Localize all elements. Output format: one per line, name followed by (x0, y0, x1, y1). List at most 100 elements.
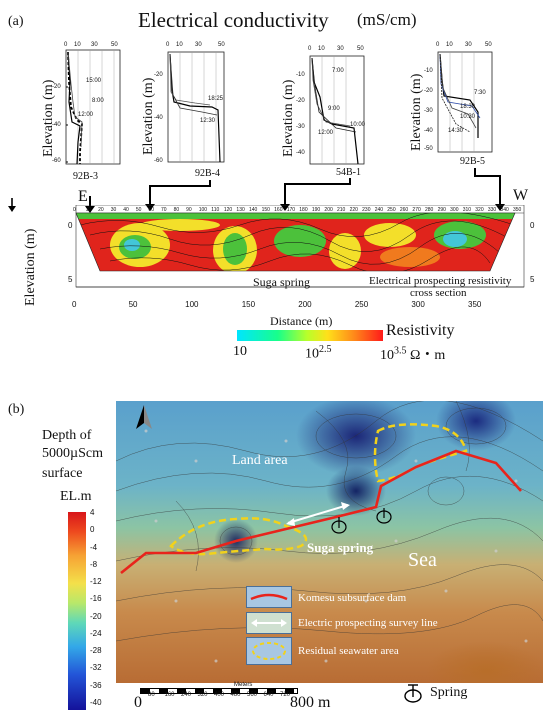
section-x-tick: 50 (128, 300, 138, 309)
depth-colorbar-ticks: 4 0 -4 -8 -12 -16 -20 -24 -28 -32 -36 -40 (0, 508, 110, 712)
sea-label: Sea (408, 549, 437, 571)
resistivity-tick-low: 10 (233, 344, 247, 359)
komesu-dam-line (120, 449, 522, 575)
section-east-label: E (78, 188, 88, 205)
depth-colorbar (68, 512, 86, 710)
depth-colorbar-tick: -16 (90, 594, 102, 604)
section-top-tick: 190 (311, 207, 321, 213)
section-top-tick: 280 (425, 207, 434, 213)
scale-tick: 640 (263, 692, 274, 698)
scale-tick: 320 (197, 692, 208, 698)
scale-tick: 400 (214, 692, 225, 698)
tick-y-40: -40 (52, 122, 61, 128)
legend-dam-box (246, 586, 292, 608)
scale-tick: 720 (280, 692, 291, 698)
profile-name: 92B-4 (195, 168, 220, 179)
tick-y-40: -40 (154, 115, 163, 121)
depth-unit: EL.m (60, 489, 92, 504)
tick-y-20: -20 (424, 88, 433, 94)
survey-line (287, 504, 349, 524)
section-x-tick: 350 (468, 300, 482, 309)
section-top-tick: 240 (374, 207, 384, 213)
section-top-tick: 90 (186, 207, 192, 213)
panel-b-label: (b) (8, 402, 25, 417)
tick-y-60: -60 (154, 158, 163, 164)
depth-title-2: 5000µScm (42, 446, 103, 461)
section-top-tick: 120 (223, 207, 233, 213)
section-left-tick: 5 (68, 275, 73, 284)
profile-name: 92B-5 (460, 156, 485, 167)
tick-y-20: -20 (154, 72, 163, 78)
section-top-tick: 130 (236, 207, 245, 213)
time-label: 18:30 (460, 104, 476, 110)
profile-92b-5: Elevation (m) 0 10 30 50 -10 -20 -30 -40… (408, 38, 498, 158)
section-top-ticks: 0 10 20 30 40 50 60 70 80 90 100 110 120 130 140 150 160… (73, 207, 521, 215)
depth-colorbar-tick: -28 (90, 646, 102, 656)
section-right-tick: 5 (530, 275, 535, 284)
depth-colorbar-tick: -24 (90, 628, 102, 638)
section-top-tick: 40 (123, 207, 129, 213)
land-area-label: Land area (232, 453, 288, 468)
profile-92b-4-plot (167, 51, 225, 163)
resistivity-section-plot (75, 205, 525, 288)
depth-colorbar-tick: -12 (90, 577, 102, 587)
tick-top-50: 50 (111, 42, 118, 48)
conductivity-title: Electrical conductivity (138, 8, 329, 32)
time-label: 9:00 (328, 106, 340, 112)
section-top-tick: 0 (73, 207, 76, 213)
section-top-tick: 150 (261, 207, 270, 213)
section-top-tick: 300 (450, 207, 459, 213)
section-x-tick: 150 (241, 300, 256, 309)
tick-top-0: 0 (166, 42, 170, 48)
profile-54b-1-plot (309, 55, 365, 165)
section-top-tick: 170 (286, 207, 296, 213)
section-top-tick: 20 (98, 207, 104, 213)
time-label: 12:00 (78, 112, 94, 118)
section-elevation-label: Elevation (m) (23, 228, 38, 306)
resistivity-tick-mid-base: 10 (305, 346, 319, 362)
tick-y-30: -30 (296, 124, 305, 130)
profile-54b-1: Elevation (m) 0 10 30 50 -10 -20 -30 -40… (280, 42, 370, 170)
depth-colorbar-tick: -20 (90, 611, 102, 621)
depth-colorbar-tick: -4 (90, 542, 98, 552)
depth-colorbar-tick: 0 (90, 525, 95, 535)
tick-top-50: 50 (485, 42, 492, 48)
tick-y-60: -60 (52, 158, 61, 164)
section-right-tick: 0 (530, 221, 535, 230)
tick-y-40: -40 (296, 150, 305, 156)
tick-top-30: 30 (91, 42, 98, 48)
resistivity-section: 0 5 0 5 (60, 205, 542, 305)
tick-top-30: 30 (337, 46, 344, 52)
profile-name: 54B-1 (336, 167, 361, 178)
distance-axis-label: Distance (m) (270, 314, 333, 328)
tick-top-0: 0 (436, 42, 440, 48)
tick-top-10: 10 (176, 42, 183, 48)
resistivity-tick-mid: 102.5 (305, 344, 332, 363)
legend-dam-text: Komesu subsurface dam (298, 592, 407, 604)
time-label: 12:00 (318, 130, 334, 136)
scale-title: Meters (234, 682, 253, 688)
scale-tick: 80 (148, 692, 155, 698)
tick-top-30: 30 (465, 42, 472, 48)
panel-a-label: (a) (8, 14, 24, 29)
conductivity-unit: (mS/cm) (357, 10, 417, 29)
section-top-tick: 50 (135, 207, 142, 213)
section-top-tick: 100 (198, 207, 208, 213)
tick-top-30: 30 (195, 42, 202, 48)
section-caption-line2: cross section (410, 287, 467, 299)
resistivity-tick-mid-exp: 2.5 (319, 344, 332, 355)
section-top-tick: 310 (462, 207, 472, 213)
scale-bar (140, 688, 298, 694)
section-top-tick: 30 (110, 207, 117, 213)
tick-y-50: -50 (424, 146, 433, 152)
resistivity-tick-high: 103.5 Ω・m (380, 344, 445, 364)
resistivity-colorbar (237, 330, 383, 341)
depth-colorbar-tick: -36 (90, 680, 102, 690)
depth-colorbar-tick: -8 (90, 559, 98, 569)
tick-y-10: -10 (424, 68, 433, 74)
tick-y-20: -20 (52, 84, 61, 90)
tick-top-0: 0 (64, 42, 68, 48)
section-top-tick: 180 (299, 207, 308, 213)
scale-tick: 160 (164, 692, 175, 698)
survey-line-arrow-west (286, 518, 295, 526)
